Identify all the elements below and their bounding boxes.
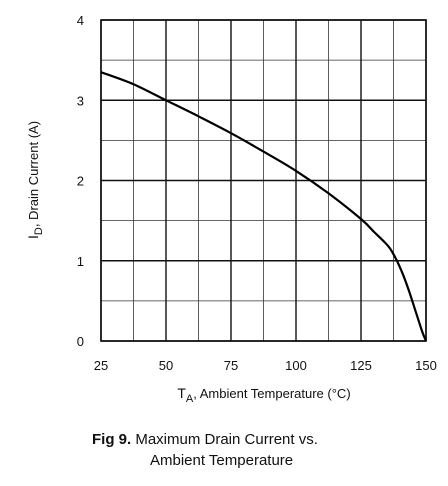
y-tick-label: 0 [77,334,84,349]
y-axis-label-rest: , Drain Current (A) [26,121,41,227]
y-axis-label: ID, Drain Current (A) [25,121,45,239]
x-axis-label-sub: A [186,393,194,405]
x-tick-labels: 25 50 75 100 125 150 [94,358,437,373]
caption-line-1: Maximum Drain Current vs. [135,431,318,448]
x-axis-label-rest: , Ambient Temperature (°C) [193,386,350,401]
figure-caption: Fig 9. Maximum Drain Current vs. Ambient… [92,429,318,471]
x-axis-label-main: T [177,385,186,401]
major-grid [100,19,427,342]
drain-current-curve [100,71,428,342]
plot-frame [100,19,427,342]
x-tick-label: 25 [94,358,108,373]
x-tick-label: 100 [285,358,307,373]
y-tick-label: 3 [77,93,84,108]
y-tick-labels: 0 1 2 3 4 [77,13,84,349]
drain-current-chart: 25 50 75 100 125 150 0 1 2 3 4 TA, Ambient Temper… [25,13,437,405]
x-tick-label: 150 [415,358,437,373]
y-axis-label-main: I [25,235,41,239]
x-tick-label: 75 [224,358,238,373]
caption-line-2: Ambient Temperature [150,452,294,469]
figure-number: Fig 9. [92,431,132,448]
y-axis-label-sub: D [33,227,45,235]
y-tick-label: 2 [77,174,84,189]
x-axis-label: TA, Ambient Temperature (°C) [177,385,350,405]
x-tick-label: 50 [159,358,173,373]
x-tick-label: 125 [350,358,372,373]
y-tick-label: 4 [77,13,84,28]
y-tick-label: 1 [77,254,84,269]
